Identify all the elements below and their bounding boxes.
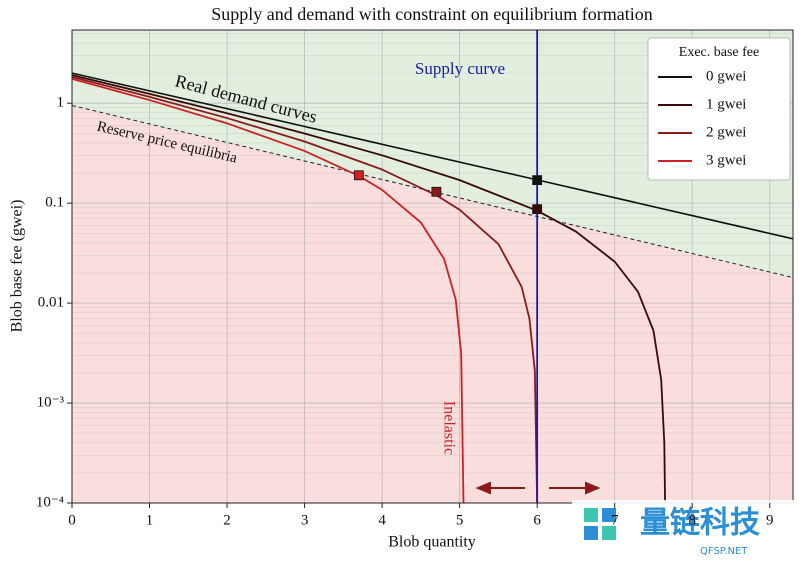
equilibrium-marker [431,186,442,197]
x-tick-label: 2 [223,512,231,528]
y-tick-label: 0.1 [45,195,64,211]
y-tick-label: 10⁻⁴ [36,494,64,510]
watermark: 量链科技 QFSP.NET [572,500,800,561]
legend-label: 0 gwei [706,68,746,84]
x-tick-label: 8 [688,512,696,528]
inelastic-annotation: Inelastic [440,401,457,455]
plot-frame [71,29,794,504]
reserve-line [71,104,794,279]
x-tick-label: 3 [301,512,309,528]
watermark-name: 量链科技 [640,506,760,541]
equilibrium-marker [353,170,364,181]
chart-title: Supply and demand with constraint on equ… [211,4,652,24]
x-tick-label: 9 [766,512,774,528]
y-tick-label: 1 [57,95,65,111]
x-tick-label: 5 [456,512,464,528]
legend-label: 2 gwei [706,124,746,140]
arrows [475,481,601,495]
equilibrium-marker [532,204,543,215]
legend-label: 3 gwei [706,152,746,168]
legend-box [647,37,791,181]
logo-square [584,508,598,522]
arrow-head [475,481,491,495]
above-region [72,30,793,278]
series-line [71,72,794,240]
x-tick-label: 0 [68,512,76,528]
series-line [71,76,539,504]
series-line [71,74,666,504]
y-axis-label: Blob base fee (gwei) [9,200,26,333]
y-tick-label: 10⁻³ [37,394,65,410]
equilibrium-marker [532,175,543,186]
arrow-head [585,481,601,495]
below-region [72,105,793,504]
x-tick-label: 7 [611,512,619,528]
x-tick-label: 6 [533,512,541,528]
logo-square [602,526,616,540]
logo-square [584,526,598,540]
x-axis-label: Blob quantity [388,534,476,551]
y-tick-label: 0.01 [38,295,64,311]
logo-square [602,508,616,522]
plot-background [72,30,793,504]
watermark-site: QFSP.NET [700,546,748,557]
x-tick-label: 1 [146,512,154,528]
series-line [71,78,465,504]
marks [71,30,794,504]
x-tick-label: 4 [378,512,386,528]
legend-label: 1 gwei [706,96,746,112]
legend: Exec. base fee 0 gwei 1 gwei 2 gwei 3 gwei [647,37,791,181]
supply-annotation: Supply curve [415,59,505,78]
legend-title: Exec. base fee [679,45,759,60]
